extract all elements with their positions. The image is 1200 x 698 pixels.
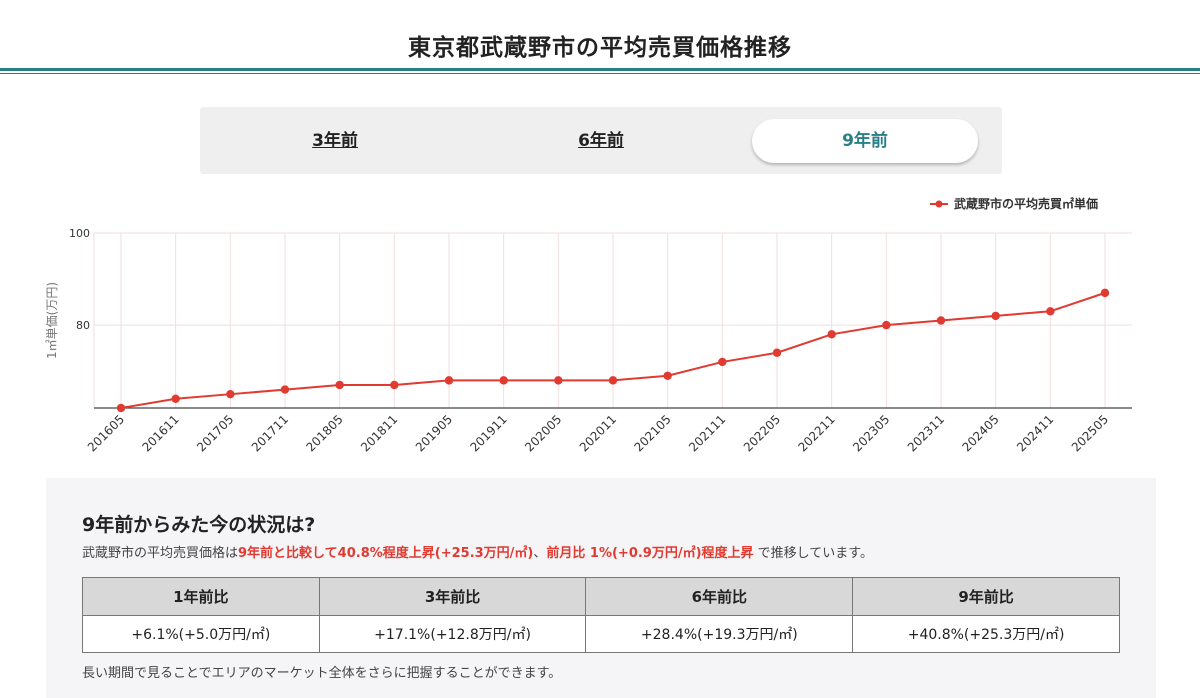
tab-3-years[interactable]: 3年前 (200, 119, 470, 163)
x-tick-label: 201905 (413, 412, 455, 454)
y-axis-label: 1㎡単価(万円) (45, 282, 59, 359)
x-tick-label: 202205 (741, 412, 783, 454)
table-header: 9年前比 (852, 577, 1120, 616)
x-tick-label: 202211 (795, 412, 837, 454)
data-point (116, 403, 126, 413)
x-tick-label: 202105 (631, 412, 673, 454)
table-cell: +28.4%(+19.3万円/㎡) (585, 615, 854, 653)
x-tick-label: 201605 (85, 412, 127, 454)
tab-6-years[interactable]: 6年前 (468, 119, 734, 163)
data-point (335, 380, 344, 390)
x-tick-label: 202411 (1014, 412, 1056, 454)
period-tabs: 3年前 6年前 9年前 (200, 107, 1002, 174)
x-tick-label: 202505 (1069, 412, 1111, 454)
summary-highlight-9y: 9年前と比較して40.8%程度上昇(+25.3万円/㎡) (238, 546, 534, 561)
x-tick-label: 201805 (303, 412, 345, 454)
page-title: 東京都武蔵野市の平均売買価格推移 (408, 35, 792, 61)
y-tick-label: 100 (69, 227, 90, 240)
x-tick-label: 202305 (850, 412, 892, 454)
data-point (718, 357, 727, 367)
data-point (554, 376, 563, 385)
data-point (390, 380, 399, 390)
x-tick-label: 201705 (194, 412, 236, 454)
x-tick-label: 201811 (358, 412, 400, 454)
title-rule-thin (0, 73, 1200, 74)
data-point (882, 320, 891, 330)
tab-label: 6年前 (578, 131, 624, 151)
summary-text: 武蔵野市の平均売買価格は9年前と比較して40.8%程度上昇(+25.3万円/㎡)… (82, 542, 873, 561)
data-point (772, 348, 782, 357)
table-cell: +6.1%(+5.0万円/㎡) (82, 615, 320, 653)
x-tick-label: 202311 (905, 412, 947, 454)
summary-panel: 9年前からみた今の状況は? 武蔵野市の平均売買価格は9年前と比較して40.8%程… (46, 478, 1156, 698)
summary-note: 長い期間で見ることでエリアのマーケット全体をさらに把握することができます。 (82, 666, 562, 681)
data-point (499, 376, 508, 385)
data-point (827, 330, 836, 339)
comparison-table: 1年前比 3年前比 6年前比 9年前比 +6.1%(+5.0万円/㎡) +17.… (82, 577, 1120, 653)
table-header: 1年前比 (82, 577, 320, 616)
table-cell: +40.8%(+25.3万円/㎡) (852, 615, 1120, 653)
tab-label: 3年前 (312, 131, 358, 151)
y-tick-label: 80 (76, 319, 90, 332)
x-tick-label: 202405 (959, 412, 1001, 454)
title-rule (0, 68, 1200, 71)
data-point (226, 389, 235, 399)
summary-text-suffix: で推移しています。 (753, 546, 873, 561)
summary-text-prefix: 武蔵野市の平均売買価格は (82, 546, 239, 561)
tab-label: 9年前 (842, 131, 888, 151)
data-point (171, 394, 180, 403)
data-point (663, 371, 672, 380)
chart-svg: 80 100 1㎡単価(万円) 201605 201611 201705 201711 201… (45, 196, 1132, 455)
price-chart: 80 100 1㎡単価(万円) 201605 201611 201705 201711 201… (40, 185, 1170, 475)
data-point (608, 376, 618, 385)
legend-label: 武蔵野市の平均売買㎡単価 (954, 196, 1098, 211)
data-point (444, 376, 454, 385)
table-header-row: 1年前比 3年前比 6年前比 9年前比 (82, 577, 1120, 616)
x-tick-label: 201611 (139, 412, 181, 454)
data-point (991, 311, 1000, 321)
table-row: +6.1%(+5.0万円/㎡) +17.1%(+12.8万円/㎡) +28.4%… (82, 615, 1120, 653)
summary-highlight-month: 前月比 1%(+0.9万円/㎡)程度上昇 (546, 546, 754, 561)
x-tick-label: 202005 (522, 412, 564, 454)
tab-9-years[interactable]: 9年前 (752, 119, 978, 163)
data-point (280, 385, 290, 394)
x-tick-label: 202011 (577, 412, 619, 454)
table-header: 3年前比 (318, 577, 587, 616)
table-header: 6年前比 (585, 577, 854, 616)
data-point (936, 316, 946, 325)
x-tick-label: 201711 (249, 412, 291, 454)
title-bar: 東京都武蔵野市の平均売買価格推移 (0, 0, 1200, 80)
x-tick-label: 202111 (686, 412, 728, 454)
table-cell: +17.1%(+12.8万円/㎡) (318, 615, 587, 653)
legend-marker (935, 200, 943, 208)
data-point (1100, 288, 1110, 298)
summary-separator: 、 (533, 546, 547, 561)
data-point (1046, 307, 1055, 316)
summary-heading: 9年前からみた今の状況は? (82, 514, 316, 536)
x-tick-label: 201911 (467, 412, 509, 454)
